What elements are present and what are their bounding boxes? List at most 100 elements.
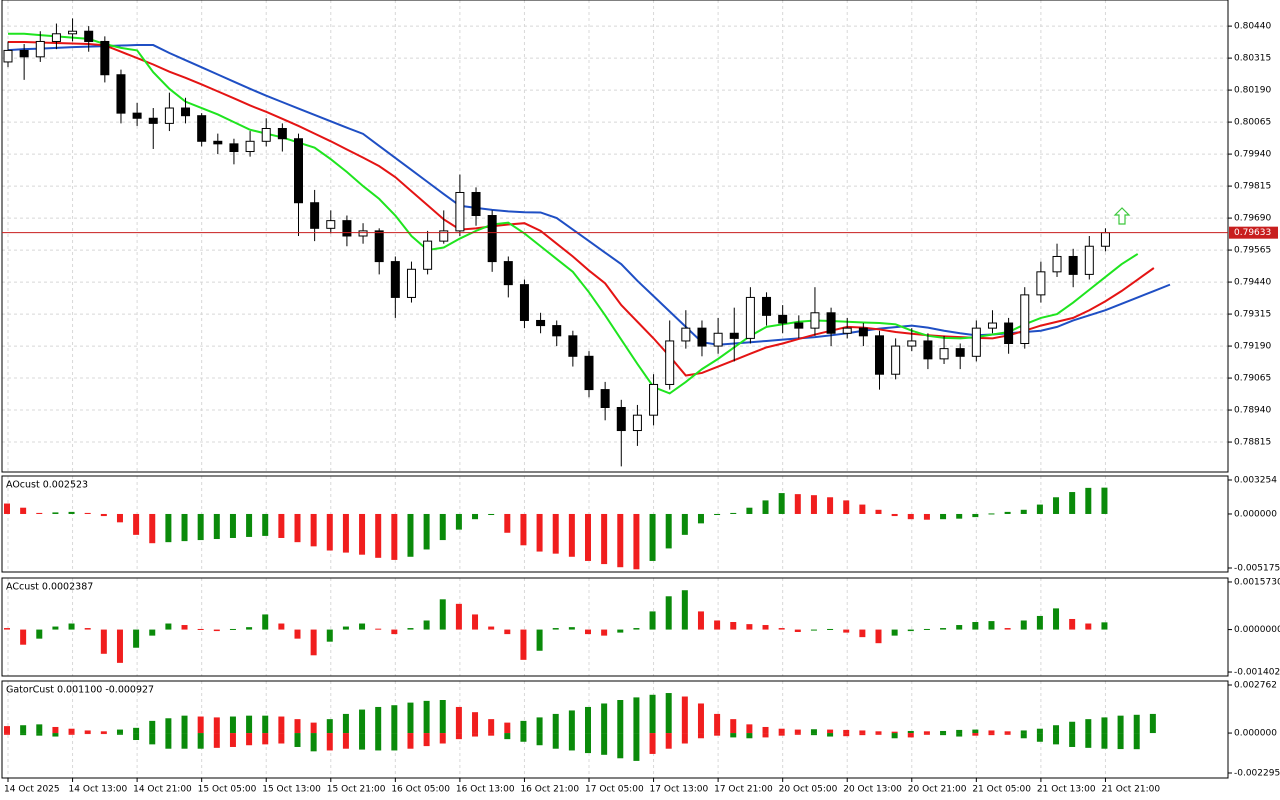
gator-bar	[1133, 714, 1140, 734]
gator-bar	[100, 731, 107, 734]
gator-bar	[1085, 719, 1092, 734]
histogram-bar	[1036, 615, 1043, 630]
gator-bar	[181, 715, 188, 734]
histogram-bar	[1053, 497, 1060, 514]
candle-body	[487, 215, 497, 263]
histogram-bar	[4, 503, 10, 514]
gator-bar	[762, 733, 769, 738]
candle-body	[19, 49, 29, 58]
histogram-bar	[359, 623, 366, 630]
candle-body	[519, 284, 529, 321]
y-tick-label: 0.002762	[1234, 681, 1277, 691]
histogram-bar	[20, 507, 27, 514]
gator-bar	[681, 733, 688, 744]
x-tick-label: 14 Oct 13:00	[69, 785, 128, 795]
histogram-bar	[439, 513, 446, 541]
histogram-bar	[375, 513, 382, 558]
x-tick-label: 20 Oct 13:00	[843, 785, 902, 795]
histogram-bar	[907, 629, 914, 632]
gator-bar	[213, 717, 220, 734]
gator-bar	[197, 716, 204, 734]
gator-bar	[4, 726, 10, 734]
x-tick-label: 21 Oct 05:00	[972, 785, 1031, 795]
histogram-bar	[536, 629, 543, 651]
gator-bar	[116, 729, 123, 734]
alligator-line	[8, 32, 1139, 395]
gator-bar	[568, 710, 575, 734]
gator-bar	[1053, 733, 1060, 745]
candle-body	[778, 314, 788, 324]
gator-bar	[342, 733, 349, 749]
histogram-bar	[133, 629, 140, 648]
histogram-bar	[4, 628, 10, 630]
gator-bar	[1004, 731, 1011, 734]
gator-bar	[20, 733, 27, 736]
gator-bar	[1085, 733, 1092, 748]
histogram-bar	[310, 513, 317, 547]
gator-bar	[278, 716, 285, 734]
histogram-bar	[778, 493, 785, 514]
candle-body	[342, 220, 352, 237]
candle-body	[536, 319, 546, 327]
candle-body	[148, 117, 158, 124]
y-tick-label: 0.0000000	[1234, 625, 1280, 635]
histogram-bar	[940, 628, 947, 630]
gator-bar	[68, 733, 75, 735]
panel-frame	[1, 475, 1229, 573]
candle-body	[132, 112, 142, 119]
histogram-bar	[923, 628, 930, 630]
histogram-bar	[665, 596, 672, 630]
histogram-bar	[84, 628, 91, 630]
gator-bar	[697, 703, 704, 734]
histogram-bar	[1053, 608, 1060, 630]
candle-body	[84, 30, 94, 42]
x-tick-label: 14 Oct 21:00	[133, 785, 192, 795]
gator-bar	[649, 694, 656, 734]
gator-bar	[617, 733, 624, 759]
gator-bar	[891, 733, 898, 739]
candle-body	[1004, 322, 1014, 345]
histogram-bar	[827, 628, 834, 630]
gator-bar	[585, 706, 591, 734]
histogram-bar	[681, 513, 688, 535]
histogram-bar	[262, 614, 269, 630]
candle-body	[213, 140, 223, 145]
histogram-bar	[585, 513, 591, 561]
histogram-bar	[229, 628, 236, 630]
histogram-bar	[827, 497, 834, 514]
histogram-bar	[133, 513, 140, 535]
gator-bar	[375, 733, 382, 751]
gator-bar	[181, 733, 188, 749]
candle-body	[681, 327, 691, 342]
candle-body	[277, 127, 287, 140]
gator-bar	[310, 733, 317, 752]
y-tick-label: -0.002295	[1234, 768, 1280, 778]
histogram-bar	[472, 614, 479, 630]
gator-bar	[843, 729, 850, 734]
gator-bar	[1069, 733, 1076, 747]
histogram-bar	[310, 629, 317, 656]
gator-bar	[504, 722, 511, 734]
gator-bar	[923, 733, 930, 735]
candle-body	[197, 115, 207, 142]
panel-frame	[1, 577, 1229, 677]
histogram-bar	[859, 504, 866, 514]
histogram-bar	[294, 513, 301, 543]
candle-body	[923, 340, 933, 360]
x-tick-label: 21 Oct 21:00	[1101, 785, 1160, 795]
gator-bar	[391, 733, 398, 751]
histogram-bar	[988, 513, 995, 515]
histogram-bar	[326, 513, 333, 551]
gator-bar	[165, 733, 172, 749]
gator-bar	[520, 733, 527, 742]
gator-bar	[36, 733, 43, 736]
gator-bar	[52, 733, 59, 737]
y-tick-label: 0.78940	[1234, 406, 1271, 416]
gator-bar	[1036, 728, 1043, 734]
histogram-bar	[246, 513, 253, 537]
gator-bar	[407, 733, 414, 749]
histogram-bar	[36, 629, 43, 639]
candle-body	[955, 348, 965, 357]
histogram-bar	[714, 513, 721, 516]
histogram-bar	[956, 513, 963, 519]
